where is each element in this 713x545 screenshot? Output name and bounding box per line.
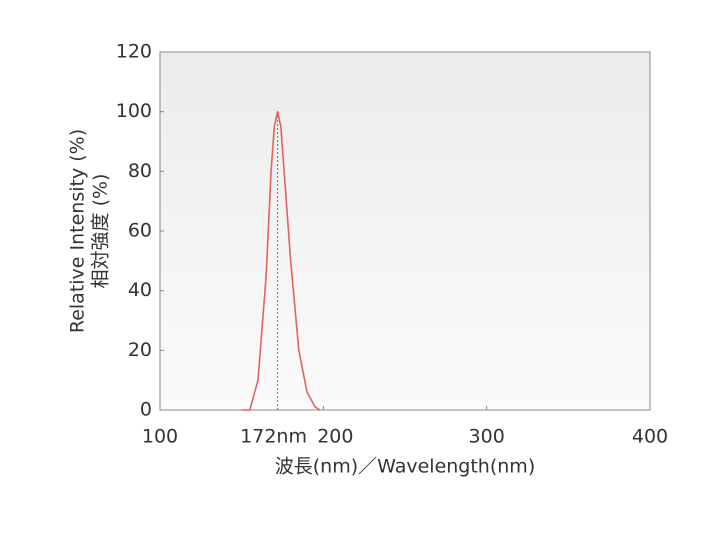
y-tick-label: 20 xyxy=(128,339,152,361)
y-tick-label: 60 xyxy=(128,220,152,242)
x-tick-label: 100 xyxy=(142,426,178,448)
y-axis-label: Relative Intensity (%) xyxy=(67,129,89,333)
y-tick-label: 0 xyxy=(140,399,152,421)
y-tick-label: 120 xyxy=(116,41,152,63)
x-tick-label: 300 xyxy=(469,426,505,448)
y-axis-label: 相対強度 (%) xyxy=(90,174,112,289)
x-axis-label: 波長(nm)／Wavelength(nm) xyxy=(275,456,535,478)
y-tick-label: 40 xyxy=(128,279,152,301)
y-tick-label: 100 xyxy=(116,100,152,122)
plot-background xyxy=(160,52,650,410)
x-tick-label: 400 xyxy=(632,426,668,448)
x-tick-label: 200 xyxy=(317,426,353,448)
data-line xyxy=(241,110,321,411)
y-tick-label: 80 xyxy=(128,160,152,182)
annotation-label: 172nm xyxy=(240,426,307,448)
